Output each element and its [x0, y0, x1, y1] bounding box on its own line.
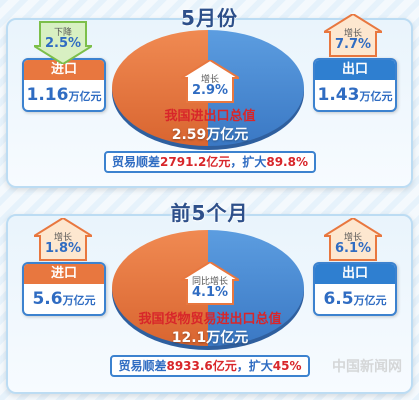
surplus-growth: 45% — [272, 359, 302, 373]
total-value: 2.59万亿元 — [171, 127, 249, 143]
surplus-prefix: 贸易顺差 — [118, 359, 167, 373]
total-value: 12.1万亿元 — [171, 330, 249, 346]
change-value: 7.7% — [334, 37, 372, 52]
total-title: 我国进出口总值 — [164, 109, 256, 124]
import-box-may: 进口 1.16万亿元 — [22, 58, 106, 112]
change-value: 2.9% — [191, 83, 229, 98]
change-label: 增长 — [343, 233, 362, 243]
change-label: 同比增长 — [191, 277, 228, 287]
total-title: 我国货物贸易进出口总值 — [138, 312, 282, 327]
import-slice — [112, 30, 208, 146]
arrow-up-icon — [324, 14, 382, 57]
arrow-up-icon — [181, 262, 239, 305]
surplus-amount: 8933.6亿元 — [166, 359, 237, 373]
total-text-first-five-months: 我国货物贸易进出口总值 12.1万亿元 — [110, 308, 310, 347]
export-slice — [208, 230, 304, 346]
trade-surplus-may: 贸易顺差2791.2亿元，扩大89.8% — [104, 151, 316, 173]
import-change-arrow-first-five-months: 增长 1.8% — [34, 218, 92, 262]
import-unit: 万亿元 — [68, 90, 102, 103]
export-box-first-five-months: 出口 6.5万亿元 — [313, 262, 397, 316]
arrow-up-icon — [34, 218, 92, 261]
change-value: 4.1% — [191, 285, 229, 300]
change-label: 增长 — [343, 29, 362, 39]
import-label: 进口 — [24, 60, 104, 80]
export-label: 出口 — [315, 264, 395, 284]
export-slice — [208, 30, 304, 146]
trade-surplus-first-five-months: 贸易顺差8933.6亿元，扩大45% — [110, 355, 310, 377]
surplus-growth: 89.8% — [266, 155, 308, 169]
import-value: 5.6 — [32, 289, 63, 309]
export-value: 6.5 — [323, 289, 354, 309]
arrow-down-icon — [34, 21, 92, 64]
surplus-suffix: ，扩大 — [230, 155, 267, 169]
export-change-arrow-may: 增长 7.7% — [324, 14, 382, 58]
surplus-prefix: 贸易顺差 — [112, 155, 161, 169]
surplus-suffix: ，扩大 — [236, 359, 273, 373]
section-title-first-five-months: 前5个月 — [170, 201, 249, 225]
import-box-first-five-months: 进口 5.6万亿元 — [22, 262, 106, 316]
export-label: 出口 — [315, 60, 395, 80]
arrow-up-icon — [181, 60, 239, 103]
change-label: 下降 — [53, 28, 72, 38]
import-unit: 万亿元 — [62, 294, 96, 307]
change-value: 6.1% — [334, 241, 372, 256]
import-value: 1.16 — [26, 85, 69, 105]
change-value: 1.8% — [44, 241, 82, 256]
surplus-amount: 2791.2亿元 — [160, 155, 231, 169]
section-title-may: 5月份 — [181, 6, 238, 30]
import-change-arrow-may: 下降 2.5% — [34, 20, 92, 64]
import-slice — [112, 230, 208, 346]
change-label: 增长 — [53, 233, 72, 243]
trade-pie-may — [112, 30, 304, 150]
export-value: 1.43 — [317, 85, 360, 105]
arrow-up-icon — [324, 218, 382, 261]
change-label: 增长 — [200, 75, 219, 85]
watermark: 中国新闻网 — [332, 359, 402, 375]
export-box-may: 出口 1.43万亿元 — [313, 58, 397, 112]
export-unit: 万亿元 — [353, 294, 387, 307]
export-unit: 万亿元 — [359, 90, 393, 103]
import-label: 进口 — [24, 264, 104, 284]
change-value: 2.5% — [44, 36, 82, 51]
total-text-may: 我国进出口总值 2.59万亿元 — [110, 105, 310, 144]
export-change-arrow-first-five-months: 增长 6.1% — [324, 218, 382, 262]
trade-pie-first-five-months — [112, 230, 304, 350]
total-change-arrow-first-five-months: 同比增长 4.1% — [181, 262, 239, 306]
total-change-arrow-may: 增长 2.9% — [181, 60, 239, 104]
